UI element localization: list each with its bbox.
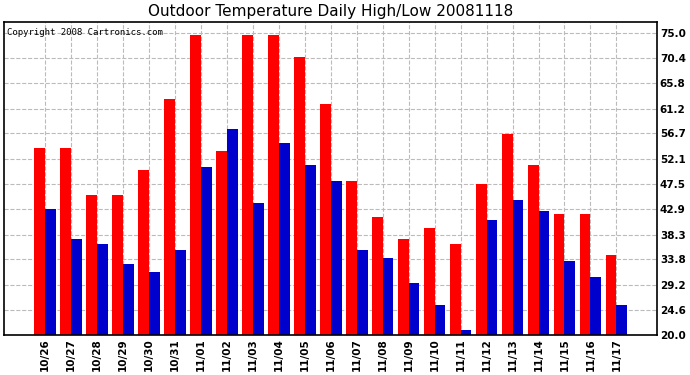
Bar — [226, 129, 237, 335]
Bar — [268, 36, 279, 335]
Bar — [331, 181, 342, 335]
Title: Outdoor Temperature Daily High/Low 20081118: Outdoor Temperature Daily High/Low 20081… — [148, 4, 513, 19]
Bar — [45, 209, 56, 335]
Bar — [513, 201, 524, 335]
Bar — [357, 250, 368, 335]
Bar — [279, 143, 290, 335]
Bar — [164, 99, 175, 335]
Bar — [149, 272, 159, 335]
Bar — [397, 239, 408, 335]
Bar — [538, 211, 549, 335]
Bar — [382, 258, 393, 335]
Bar — [591, 278, 602, 335]
Bar — [86, 195, 97, 335]
Bar — [460, 330, 471, 335]
Bar — [606, 255, 616, 335]
Bar — [528, 165, 538, 335]
Bar — [486, 220, 497, 335]
Bar — [60, 148, 71, 335]
Bar — [424, 228, 435, 335]
Bar — [502, 135, 513, 335]
Bar — [216, 151, 226, 335]
Bar — [294, 57, 304, 335]
Bar — [616, 305, 627, 335]
Bar — [564, 261, 575, 335]
Bar — [175, 250, 186, 335]
Bar — [123, 264, 134, 335]
Bar — [408, 283, 420, 335]
Bar — [475, 184, 486, 335]
Bar — [97, 244, 108, 335]
Bar — [580, 214, 591, 335]
Bar — [71, 239, 81, 335]
Bar — [201, 168, 212, 335]
Bar — [346, 181, 357, 335]
Bar — [304, 165, 315, 335]
Bar — [241, 36, 253, 335]
Bar — [112, 195, 123, 335]
Bar — [138, 170, 149, 335]
Bar — [190, 36, 201, 335]
Bar — [372, 217, 382, 335]
Bar — [553, 214, 564, 335]
Bar — [253, 203, 264, 335]
Bar — [34, 148, 45, 335]
Bar — [435, 305, 446, 335]
Text: Copyright 2008 Cartronics.com: Copyright 2008 Cartronics.com — [8, 28, 164, 37]
Bar — [450, 244, 460, 335]
Bar — [319, 104, 331, 335]
